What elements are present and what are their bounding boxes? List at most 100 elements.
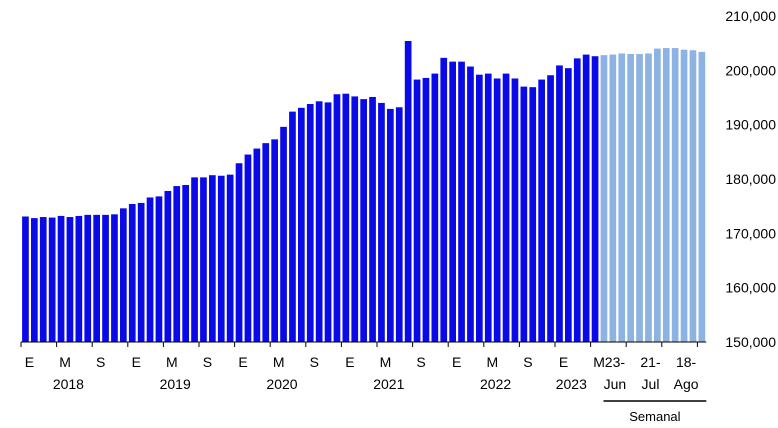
- weekly-bar: [689, 50, 697, 342]
- weekly-caption: Semanal: [629, 409, 680, 424]
- weekly-bar: [671, 48, 679, 343]
- monthly-bar: [235, 163, 243, 342]
- x-tick-label: M: [380, 354, 392, 370]
- monthly-bar: [440, 57, 448, 343]
- monthly-bar: [467, 66, 474, 342]
- monthly-bar: [591, 56, 599, 343]
- monthly-bar: [226, 174, 234, 342]
- monthly-bar: [75, 215, 83, 342]
- weekly-bar: [618, 53, 626, 343]
- monthly-bar: [520, 86, 528, 342]
- monthly-bar: [66, 217, 74, 342]
- monthly-bar: [191, 177, 198, 342]
- monthly-bar: [217, 175, 225, 342]
- x-year-label: 2018: [53, 376, 84, 392]
- x-year-label: 2023: [556, 376, 587, 392]
- weekly-bar: [662, 48, 670, 343]
- monthly-bar: [57, 215, 65, 342]
- monthly-bar: [351, 96, 359, 342]
- weekly-tick-day: 21-: [640, 354, 661, 370]
- monthly-bar: [378, 102, 385, 343]
- monthly-bar: [306, 104, 314, 343]
- monthly-bar: [128, 203, 136, 342]
- monthly-bar: [209, 175, 216, 342]
- x-axis: E M S E M S E M S E M S E M S E M 2018 2019 2020 2021 2022 202…: [20, 341, 707, 424]
- monthly-bar: [298, 107, 305, 342]
- monthly-bar: [395, 107, 403, 342]
- monthly-bar: [449, 61, 456, 342]
- x-tick-label: S: [203, 354, 212, 370]
- monthly-bar: [458, 61, 465, 342]
- x-tick-label: E: [559, 354, 568, 370]
- monthly-bar: [360, 99, 367, 342]
- monthly-bar: [22, 216, 29, 342]
- monthly-bar: [484, 73, 492, 342]
- weekly-tick-month: Jun: [604, 376, 627, 392]
- bars-group: [22, 40, 706, 343]
- monthly-bar: [324, 102, 332, 342]
- monthly-bar: [431, 73, 439, 342]
- monthly-bar: [48, 217, 56, 342]
- monthly-bar: [244, 154, 252, 342]
- y-tick-label: 200,000: [725, 62, 776, 78]
- monthly-bar: [280, 126, 287, 342]
- weekly-tick-month: Jul: [642, 376, 660, 392]
- monthly-bar: [538, 79, 545, 342]
- monthly-bar: [529, 87, 537, 343]
- monthly-bar: [39, 217, 47, 342]
- monthly-bar: [547, 75, 554, 342]
- weekly-bar: [627, 54, 634, 342]
- x-year-label: 2022: [480, 376, 511, 392]
- x-tick-label: M: [59, 354, 71, 370]
- monthly-bar: [102, 214, 109, 342]
- monthly-bar: [502, 73, 510, 342]
- monthly-bar: [93, 214, 100, 342]
- x-year-label: 2020: [266, 376, 297, 392]
- monthly-bar: [493, 78, 501, 342]
- x-year-label: 2021: [373, 376, 404, 392]
- monthly-bar: [31, 218, 38, 342]
- weekly-bar: [680, 49, 688, 342]
- x-tick-label: M: [486, 354, 498, 370]
- monthly-bar: [573, 58, 581, 342]
- monthly-bar: [262, 143, 270, 342]
- x-tick-label: E: [345, 354, 354, 370]
- monthly-bar: [155, 196, 163, 342]
- monthly-bar: [315, 101, 323, 342]
- monthly-bar: [404, 40, 412, 343]
- x-tick-label: S: [310, 354, 319, 370]
- weekly-tick-month: Ago: [674, 376, 699, 392]
- x-tick-label: S: [96, 354, 105, 370]
- monthly-bar: [422, 77, 430, 342]
- x-tick-label: M: [273, 354, 285, 370]
- weekly-bar: [645, 53, 652, 343]
- monthly-bar: [582, 54, 590, 342]
- monthly-bar: [271, 139, 278, 342]
- y-tick-label: 160,000: [725, 280, 776, 296]
- weekly-bar: [698, 51, 706, 343]
- x-tick-label: S: [416, 354, 425, 370]
- monthly-bar: [556, 65, 563, 342]
- y-tick-label: 190,000: [725, 117, 776, 133]
- x-year-label: 2019: [160, 376, 191, 392]
- monthly-bar: [137, 202, 145, 342]
- weekly-tick-day: 18-: [676, 354, 697, 370]
- monthly-bar: [333, 94, 341, 343]
- monthly-bar: [342, 93, 350, 342]
- monthly-bar: [146, 197, 154, 342]
- y-axis: 150,000 160,000 170,000 180,000 190,000 200,0…: [725, 8, 776, 350]
- y-tick-label: 210,000: [725, 8, 776, 24]
- weekly-bar: [609, 54, 617, 342]
- monthly-bar: [84, 214, 92, 342]
- weekly-bar: [600, 55, 608, 343]
- x-tick-label: E: [238, 354, 247, 370]
- x-tick-label: M: [593, 354, 605, 370]
- monthly-bar: [289, 111, 296, 342]
- monthly-bar: [387, 108, 394, 342]
- monthly-bar: [253, 148, 261, 342]
- x-tick-label: M: [166, 354, 178, 370]
- weekly-tick-day: 23-: [605, 354, 626, 370]
- monthly-bar: [173, 186, 181, 342]
- x-tick-label: E: [25, 354, 34, 370]
